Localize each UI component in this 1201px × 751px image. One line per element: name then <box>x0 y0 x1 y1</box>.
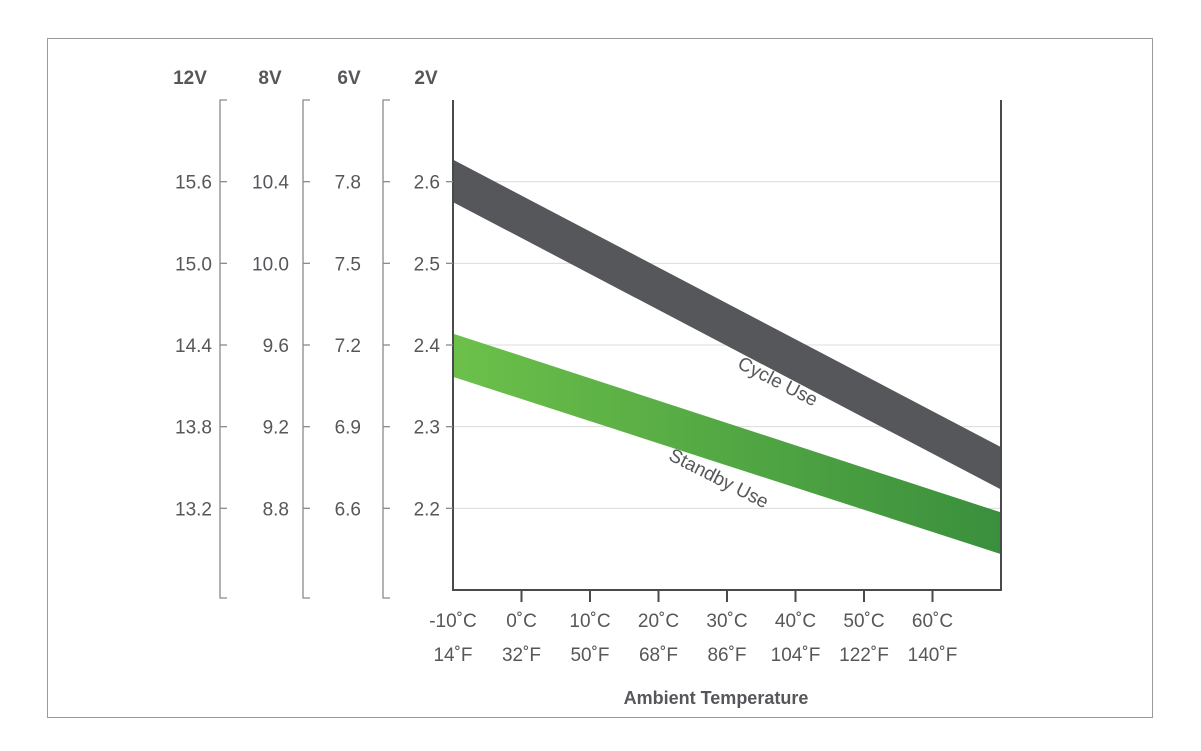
y-axis-header-8V: 8V <box>258 68 282 89</box>
y-axis-bracket <box>382 99 390 599</box>
x-tick-label-c: 0˚C <box>506 611 537 632</box>
x-tick-label-f: 104˚F <box>771 645 821 666</box>
y-tick-label: 7.5 <box>335 254 361 275</box>
x-tick-label-c: 30˚C <box>706 611 747 632</box>
y-tick-label: 13.2 <box>175 499 212 520</box>
y-axis-bracket <box>302 99 310 599</box>
y-tick-label: 15.0 <box>175 254 212 275</box>
y-tick-label: 13.8 <box>175 418 212 439</box>
x-tick-label-c: -10˚C <box>429 611 477 632</box>
y-tick-label: 15.6 <box>175 173 212 194</box>
y-axis-bracket <box>219 99 227 599</box>
y-tick-label: 10.4 <box>252 173 289 194</box>
y-axis-header-12V: 12V <box>173 68 207 89</box>
x-tick-label-c: 20˚C <box>638 611 679 632</box>
y-tick-label: 10.0 <box>252 254 289 275</box>
x-tick-label-f: 86˚F <box>707 645 746 666</box>
y-tick-label: 2.5 <box>414 254 440 275</box>
y-tick-label: 14.4 <box>175 336 212 357</box>
y-tick-label: 2.2 <box>414 499 440 520</box>
x-tick-label-c: 40˚C <box>775 611 816 632</box>
cycle-use-band <box>453 159 1001 490</box>
y-tick-label: 2.6 <box>414 173 440 194</box>
y-tick-label: 2.3 <box>414 418 440 439</box>
x-tick-label-f: 50˚F <box>570 645 609 666</box>
x-tick-label-f: 32˚F <box>502 645 541 666</box>
y-tick-label: 2.4 <box>414 336 441 357</box>
x-tick-label-f: 14˚F <box>433 645 472 666</box>
x-tick-label-f: 140˚F <box>908 645 958 666</box>
y-tick-label: 9.6 <box>263 336 289 357</box>
y-tick-label: 7.2 <box>335 336 361 357</box>
x-tick-label-c: 50˚C <box>843 611 884 632</box>
y-axis-header-2V: 2V <box>414 68 438 89</box>
y-tick-label: 7.8 <box>335 173 361 194</box>
y-tick-label: 8.8 <box>263 499 289 520</box>
y-tick-label: 6.6 <box>335 499 361 520</box>
chart-frame <box>47 38 1153 718</box>
x-tick-label-f: 122˚F <box>839 645 889 666</box>
standby-use-band <box>453 333 1001 555</box>
x-tick-label-c: 60˚C <box>912 611 953 632</box>
x-axis-label: Ambient Temperature <box>624 688 809 708</box>
y-tick-label: 9.2 <box>263 418 289 439</box>
y-axis-header-6V: 6V <box>337 68 361 89</box>
x-tick-label-c: 10˚C <box>569 611 610 632</box>
x-tick-label-f: 68˚F <box>639 645 678 666</box>
y-tick-label: 6.9 <box>335 418 361 439</box>
